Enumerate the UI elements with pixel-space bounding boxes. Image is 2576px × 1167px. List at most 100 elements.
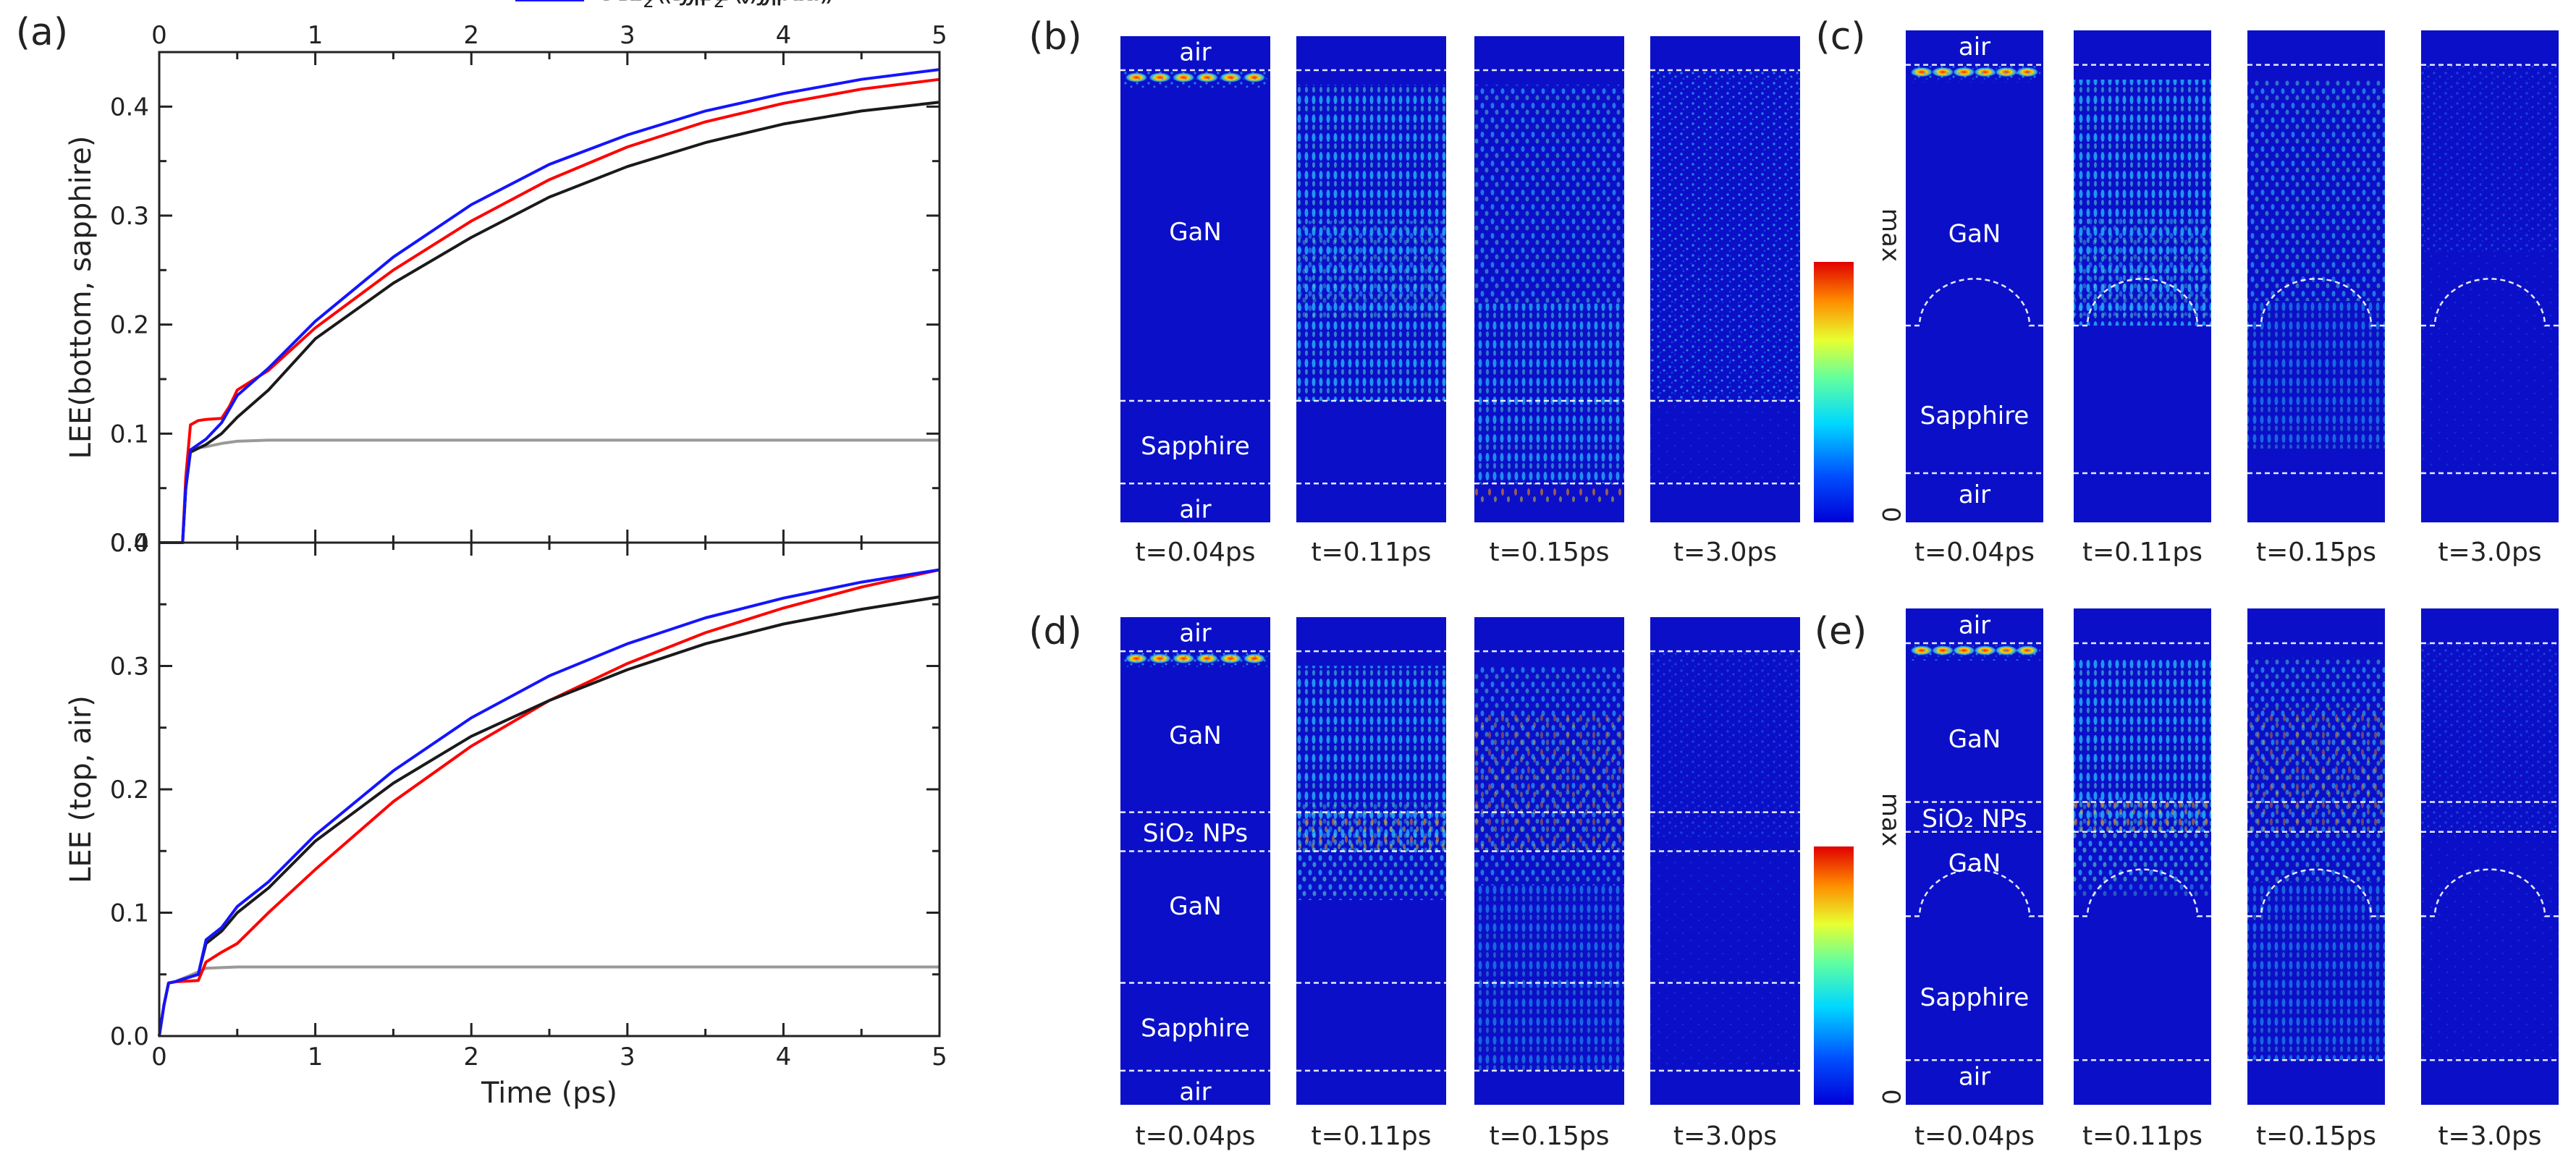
- field-map-b-3: [1650, 36, 1800, 522]
- transmitted-wave: [2074, 831, 2211, 882]
- region-label-gan: GaN: [1948, 725, 2001, 754]
- diffuse-field-lower: [1650, 255, 1800, 484]
- panel-label-3: (d): [1029, 610, 1082, 653]
- series-line-3: [159, 68, 940, 544]
- time-label: t=0.15ps: [2256, 1121, 2376, 1151]
- field-map-e-3: [2421, 608, 2559, 1105]
- legend-label: Reference (Type0): [599, 0, 835, 7]
- y-tick-label: 0.0: [110, 1022, 149, 1051]
- field-background: [1906, 30, 2043, 522]
- time-label: t=0.15ps: [2256, 538, 2376, 567]
- transmitted-wave: [1296, 851, 1446, 900]
- x-top-tick-label: 2: [463, 21, 479, 50]
- x-top-tick-label: 0: [151, 21, 167, 50]
- time-label: t=0.11ps: [1311, 538, 1431, 567]
- region-label-sio2-nps: SiO₂ NPs: [1143, 819, 1248, 848]
- field-map-b-0: air GaN Sapphire air: [1120, 36, 1270, 524]
- field-map-e-0: air GaN SiO₂ NPs GaN Sapphire air: [1906, 608, 2043, 1105]
- time-label: t=0.11ps: [1311, 1121, 1431, 1151]
- colorbar-gradient: [1814, 846, 1854, 1105]
- legend-label: PSS (Type1): [599, 0, 753, 7]
- region-label-air-bottom: air: [1179, 495, 1211, 524]
- region-label-sapphire: Sapphire: [1920, 402, 2030, 430]
- diffuse-field: [1650, 651, 1800, 837]
- diffuse-field: [2421, 643, 2559, 832]
- x-top-tick-label: 5: [932, 21, 947, 50]
- region-label-gan: GaN: [1169, 721, 1222, 750]
- series-line-0: [158, 965, 939, 1037]
- source-band: [1123, 653, 1267, 669]
- y-tick-label: 0.2: [110, 776, 149, 805]
- plot-frame: [158, 51, 941, 544]
- hot-field: [1474, 714, 1624, 852]
- region-label-gan: GaN: [1169, 218, 1222, 247]
- region-label-air-top: air: [1179, 38, 1211, 67]
- diffuse-field-lower: [2421, 831, 2559, 1061]
- y-tick-label: 0.4: [110, 529, 149, 558]
- region-label-air-bottom: air: [1959, 1063, 1990, 1092]
- x-tick-label: 3: [620, 1043, 635, 1071]
- y-tick-label: 0.0: [110, 529, 149, 558]
- time-label: t=3.0ps: [2438, 538, 2541, 567]
- source-band: [1909, 645, 2040, 661]
- legend-label: PSS (Type1): [599, 0, 753, 7]
- panel-label-1: (b): [1029, 15, 1082, 59]
- region-label-air-top: air: [1959, 611, 1990, 640]
- region-label-sapphire: Sapphire: [1920, 983, 2030, 1012]
- y-tick-label: 0.2: [110, 311, 149, 340]
- colorbar-gradient: [1814, 262, 1854, 522]
- colorbar-b: max 0: [1814, 208, 1905, 522]
- region-label-sio2-nps: SiO₂ NPs: [1922, 805, 2027, 833]
- y-tick-label: 0.4: [110, 93, 149, 122]
- np-scatter: [2074, 802, 2211, 832]
- time-label: t=0.04ps: [1135, 1121, 1255, 1151]
- wave-field: [2247, 80, 2385, 301]
- legend-label: PSS+SiO2 (Type3): [599, 0, 829, 12]
- field-map-c-1: [2074, 30, 2211, 522]
- exit-band: [1474, 483, 1624, 504]
- field-map-d-0: air GaN SiO₂ NPs GaN Sapphire air: [1120, 617, 1270, 1106]
- y-tick-label: 0.1: [110, 899, 149, 928]
- colorbar-max-label: max: [1876, 208, 1905, 262]
- diffuse-field-lower: [1650, 836, 1800, 1071]
- diffuse-field-lower: [2421, 252, 2559, 473]
- x-tick-label: 1: [308, 1043, 324, 1071]
- colorbar-min-label: 0: [1876, 1089, 1905, 1105]
- field-map-d-3: [1650, 617, 1800, 1105]
- legend-label: Reference (Type0): [599, 0, 835, 7]
- y-axis-label: LEE (top, air): [64, 695, 98, 883]
- x-tick-label: 0: [151, 1043, 167, 1071]
- region-label-air-top: air: [1959, 33, 1990, 61]
- panel-label-0: (a): [16, 11, 68, 54]
- field-map-d-2: [1474, 617, 1624, 1105]
- time-label: t=0.04ps: [1914, 538, 2035, 567]
- region-label-air-bottom: air: [1179, 1077, 1211, 1106]
- time-label: t=0.11ps: [2082, 538, 2203, 567]
- field-map-b-1: [1296, 36, 1446, 522]
- field-map-b-2: [1474, 36, 1624, 522]
- time-label: t=0.04ps: [1914, 1121, 2035, 1151]
- field-map-c-0: air GaN Sapphire air: [1906, 30, 2043, 522]
- colorbar-d: max 0: [1814, 793, 1905, 1105]
- wave-field: [1474, 85, 1624, 304]
- time-label: t=3.0ps: [2438, 1121, 2541, 1151]
- wave-field-lower: [2247, 301, 2385, 449]
- wave-front-secondary: [2074, 217, 2211, 316]
- colorbar-max-label: max: [1876, 793, 1905, 846]
- chart-a-bottom: 0 1 2 3 4 5 0.0 0.1 0.2 0.3 0.4 LEE (top, air) Time …: [64, 0, 947, 1110]
- field-background: [1906, 608, 2043, 1105]
- x-tick-label: 4: [776, 1043, 792, 1071]
- time-label: t=0.15ps: [1489, 1121, 1609, 1151]
- diffuse-field: [2421, 64, 2559, 252]
- region-label-air-top: air: [1179, 619, 1211, 648]
- x-top-tick-label: 3: [620, 21, 635, 50]
- field-background: [1120, 617, 1270, 1105]
- field-panels: air GaN Sapphire air t=0.04ps t=0.11ps t=0.15p…: [1120, 30, 2559, 1151]
- time-label: t=3.0ps: [1673, 1121, 1777, 1151]
- chart-a-top: 0 1 2 3 4 5 0.0 0.1 0.2 0.3 0.4 LEE(bottom, sapphir…: [64, 0, 947, 558]
- x-tick-label: 5: [932, 1043, 947, 1071]
- region-label-sapphire: Sapphire: [1141, 1014, 1250, 1043]
- region-label-gan: GaN: [1948, 219, 2001, 248]
- hot-field: [2247, 708, 2385, 832]
